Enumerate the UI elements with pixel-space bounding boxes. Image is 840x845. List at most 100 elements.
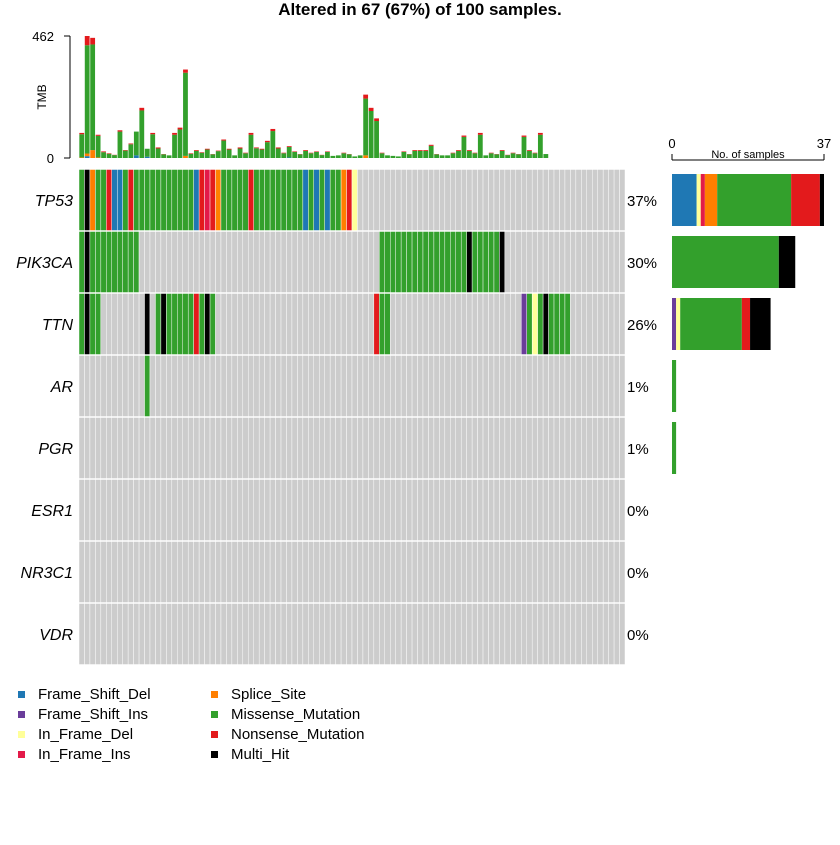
matrix-cell [581,294,586,355]
tmb-bar [522,136,527,158]
matrix-cell [172,418,177,479]
matrix-cell [95,170,100,231]
matrix-cell [570,232,575,293]
matrix-cell [456,604,461,665]
matrix-cell [292,294,297,355]
tmb-bar-segment [522,136,527,137]
matrix-cell [128,294,133,355]
matrix-cell [592,294,597,355]
matrix-cell [510,356,515,417]
matrix-cell [559,294,564,355]
tmb-bar [511,153,516,158]
matrix-cell [418,604,423,665]
matrix-cell [145,232,150,293]
matrix-cell [161,232,166,293]
sample-count-segment [779,236,795,288]
matrix-cell [161,604,166,665]
tmb-bar [374,118,379,158]
matrix-cell [543,542,548,603]
matrix-cell [139,356,144,417]
matrix-cell [199,480,204,541]
tmb-bar [543,154,548,158]
matrix-cell [472,542,477,603]
matrix-cell [270,542,275,603]
tmb-bar [358,155,363,158]
matrix-cell [336,542,341,603]
tmb-bar-segment [194,151,199,158]
matrix-cell [352,356,357,417]
tmb-bar [494,154,499,158]
matrix-cell [516,542,521,603]
matrix-cell [303,480,308,541]
matrix-cell [259,170,264,231]
tmb-bar [118,130,123,158]
matrix-cell [177,170,182,231]
matrix-cell [84,232,89,293]
matrix-cell [205,356,210,417]
matrix-cell [581,480,586,541]
matrix-cell [434,170,439,231]
chart-title: Altered in 67 (67%) of 100 samples. [0,0,840,20]
matrix-cell [161,170,166,231]
tmb-bar-segment [85,156,90,158]
matrix-cell [570,480,575,541]
matrix-cell [587,356,592,417]
matrix-cell [379,294,384,355]
matrix-cell [543,418,548,479]
matrix-cell [456,232,461,293]
matrix-cell [341,418,346,479]
matrix-cell [450,232,455,293]
matrix-cell [368,294,373,355]
matrix-cell [396,418,401,479]
matrix-cell [461,604,466,665]
tmb-bar [527,150,532,158]
matrix-cell [549,170,554,231]
tmb-bar-segment [265,141,270,142]
matrix-cell [439,418,444,479]
matrix-cell [221,480,226,541]
matrix-cell [499,170,504,231]
matrix-cell [336,480,341,541]
matrix-cell [412,480,417,541]
matrix-cell [123,232,128,293]
matrix-cell [210,418,215,479]
matrix-cell [456,418,461,479]
matrix-cell [183,604,188,665]
matrix-cell [620,480,625,541]
matrix-cell [84,542,89,603]
tmb-bar-segment [423,150,428,151]
matrix-cell [445,232,450,293]
tmb-bar-segment [199,152,204,153]
matrix-cell [363,170,368,231]
tmb-bar-segment [440,155,445,158]
matrix-cell [166,542,171,603]
tmb-bar-segment [418,151,423,158]
matrix-cell [150,604,155,665]
sample-count-segment [750,298,771,350]
matrix-cell [450,356,455,417]
matrix-cell [177,542,182,603]
matrix-cell [265,356,270,417]
matrix-cell [221,232,226,293]
tmb-bar-segment [462,137,467,158]
matrix-cell [205,170,210,231]
tmb-bar-segment [462,136,467,137]
matrix-cell [401,418,406,479]
tmb-bar-segment [101,151,106,152]
matrix-cell [570,294,575,355]
matrix-cell [396,170,401,231]
matrix-cell [237,480,242,541]
tmb-bar-segment [472,153,477,158]
matrix-cell [216,480,221,541]
tmb-bar [254,147,259,158]
matrix-cell [347,418,352,479]
matrix-cell [357,480,362,541]
matrix-cell [494,170,499,231]
matrix-cell [286,232,291,293]
matrix-cell [292,604,297,665]
matrix-cell [620,418,625,479]
tmb-bar-segment [260,150,265,158]
matrix-cell [347,294,352,355]
matrix-cell [90,542,95,603]
legend-item: Splice_Site [211,684,306,704]
